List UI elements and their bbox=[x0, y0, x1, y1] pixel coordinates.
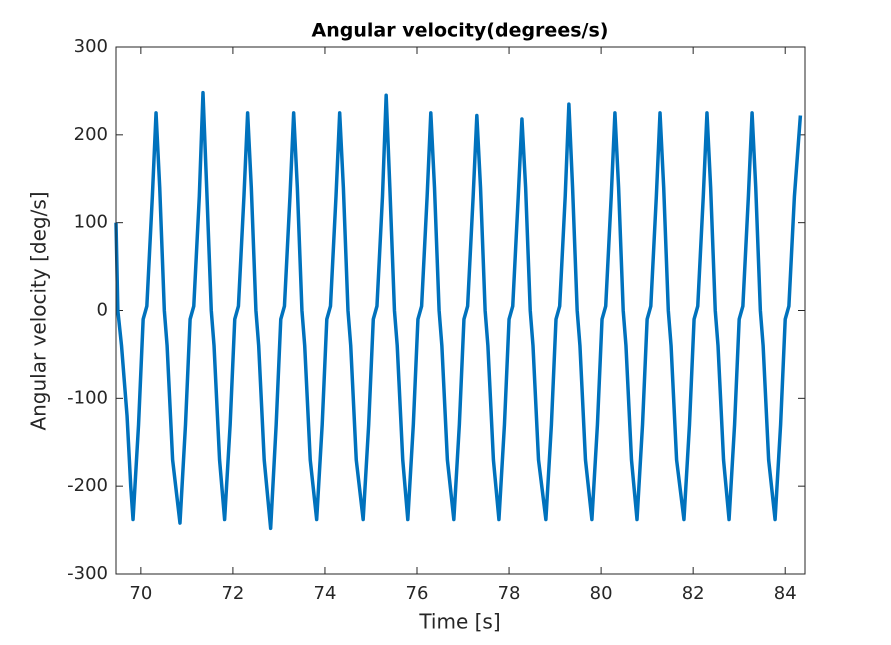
y-tick-label: 300 bbox=[74, 36, 108, 57]
y-tick-label: -300 bbox=[67, 563, 108, 584]
y-tick-label: 100 bbox=[74, 212, 108, 233]
x-tick-label: 72 bbox=[221, 583, 244, 604]
x-tick-label: 80 bbox=[590, 583, 613, 604]
axes-box bbox=[115, 46, 806, 575]
x-tick-label: 70 bbox=[129, 583, 152, 604]
y-tick-label: 200 bbox=[74, 124, 108, 145]
data-line bbox=[114, 90, 803, 531]
y-tick-label: -200 bbox=[67, 475, 108, 496]
x-tick-label: 82 bbox=[682, 583, 705, 604]
x-axis-label: Time [s] bbox=[418, 610, 500, 634]
y-tick-label: -100 bbox=[67, 387, 108, 408]
x-tick-label: 76 bbox=[406, 583, 429, 604]
x-tick-label: 84 bbox=[774, 583, 797, 604]
x-tick-label: 78 bbox=[498, 583, 521, 604]
chart-title: Angular velocity(degrees/s) bbox=[312, 20, 609, 42]
y-tick-label: 0 bbox=[97, 300, 108, 321]
x-tick-label: 74 bbox=[314, 583, 337, 604]
plot-area bbox=[116, 47, 805, 574]
y-axis-label: Angular velocity [deg/s] bbox=[27, 191, 51, 430]
